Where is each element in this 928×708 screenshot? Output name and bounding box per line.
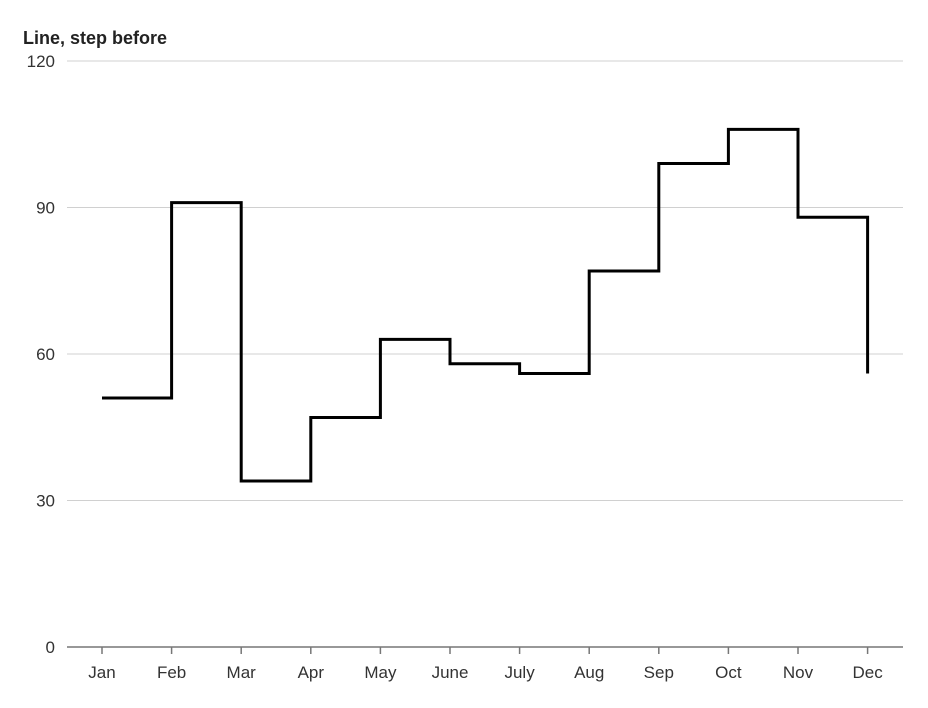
y-axis-ticks: 0 30 60 90 120 — [27, 52, 55, 657]
series-line-0 — [102, 127, 870, 483]
y-tick-label-30: 30 — [36, 492, 55, 511]
y-tick-label-60: 60 — [36, 345, 55, 364]
x-tick-label-july: July — [504, 663, 535, 682]
x-tick-label-oct: Oct — [715, 663, 742, 682]
x-tick-label-nov: Nov — [783, 663, 814, 682]
series-layer — [102, 127, 870, 483]
x-tick-label-jan: Jan — [88, 663, 115, 682]
x-tick-label-mar: Mar — [227, 663, 257, 682]
x-tick-label-apr: Apr — [298, 663, 325, 682]
grid-lines — [67, 60, 903, 501]
x-tick-label-feb: Feb — [157, 663, 186, 682]
x-tick-label-dec: Dec — [852, 663, 883, 682]
x-tick-label-sep: Sep — [644, 663, 674, 682]
y-tick-label-90: 90 — [36, 199, 55, 218]
y-tick-label-0: 0 — [46, 638, 55, 657]
x-tick-label-may: May — [364, 663, 397, 682]
x-tick-label-june: June — [432, 663, 469, 682]
x-axis: Jan Feb Mar Apr May June July Aug Sep Oct Nov Dec — [67, 646, 903, 682]
x-tick-label-aug: Aug — [574, 663, 604, 682]
chart-title: Line, step before — [23, 28, 168, 48]
y-tick-label-120: 120 — [27, 52, 55, 71]
